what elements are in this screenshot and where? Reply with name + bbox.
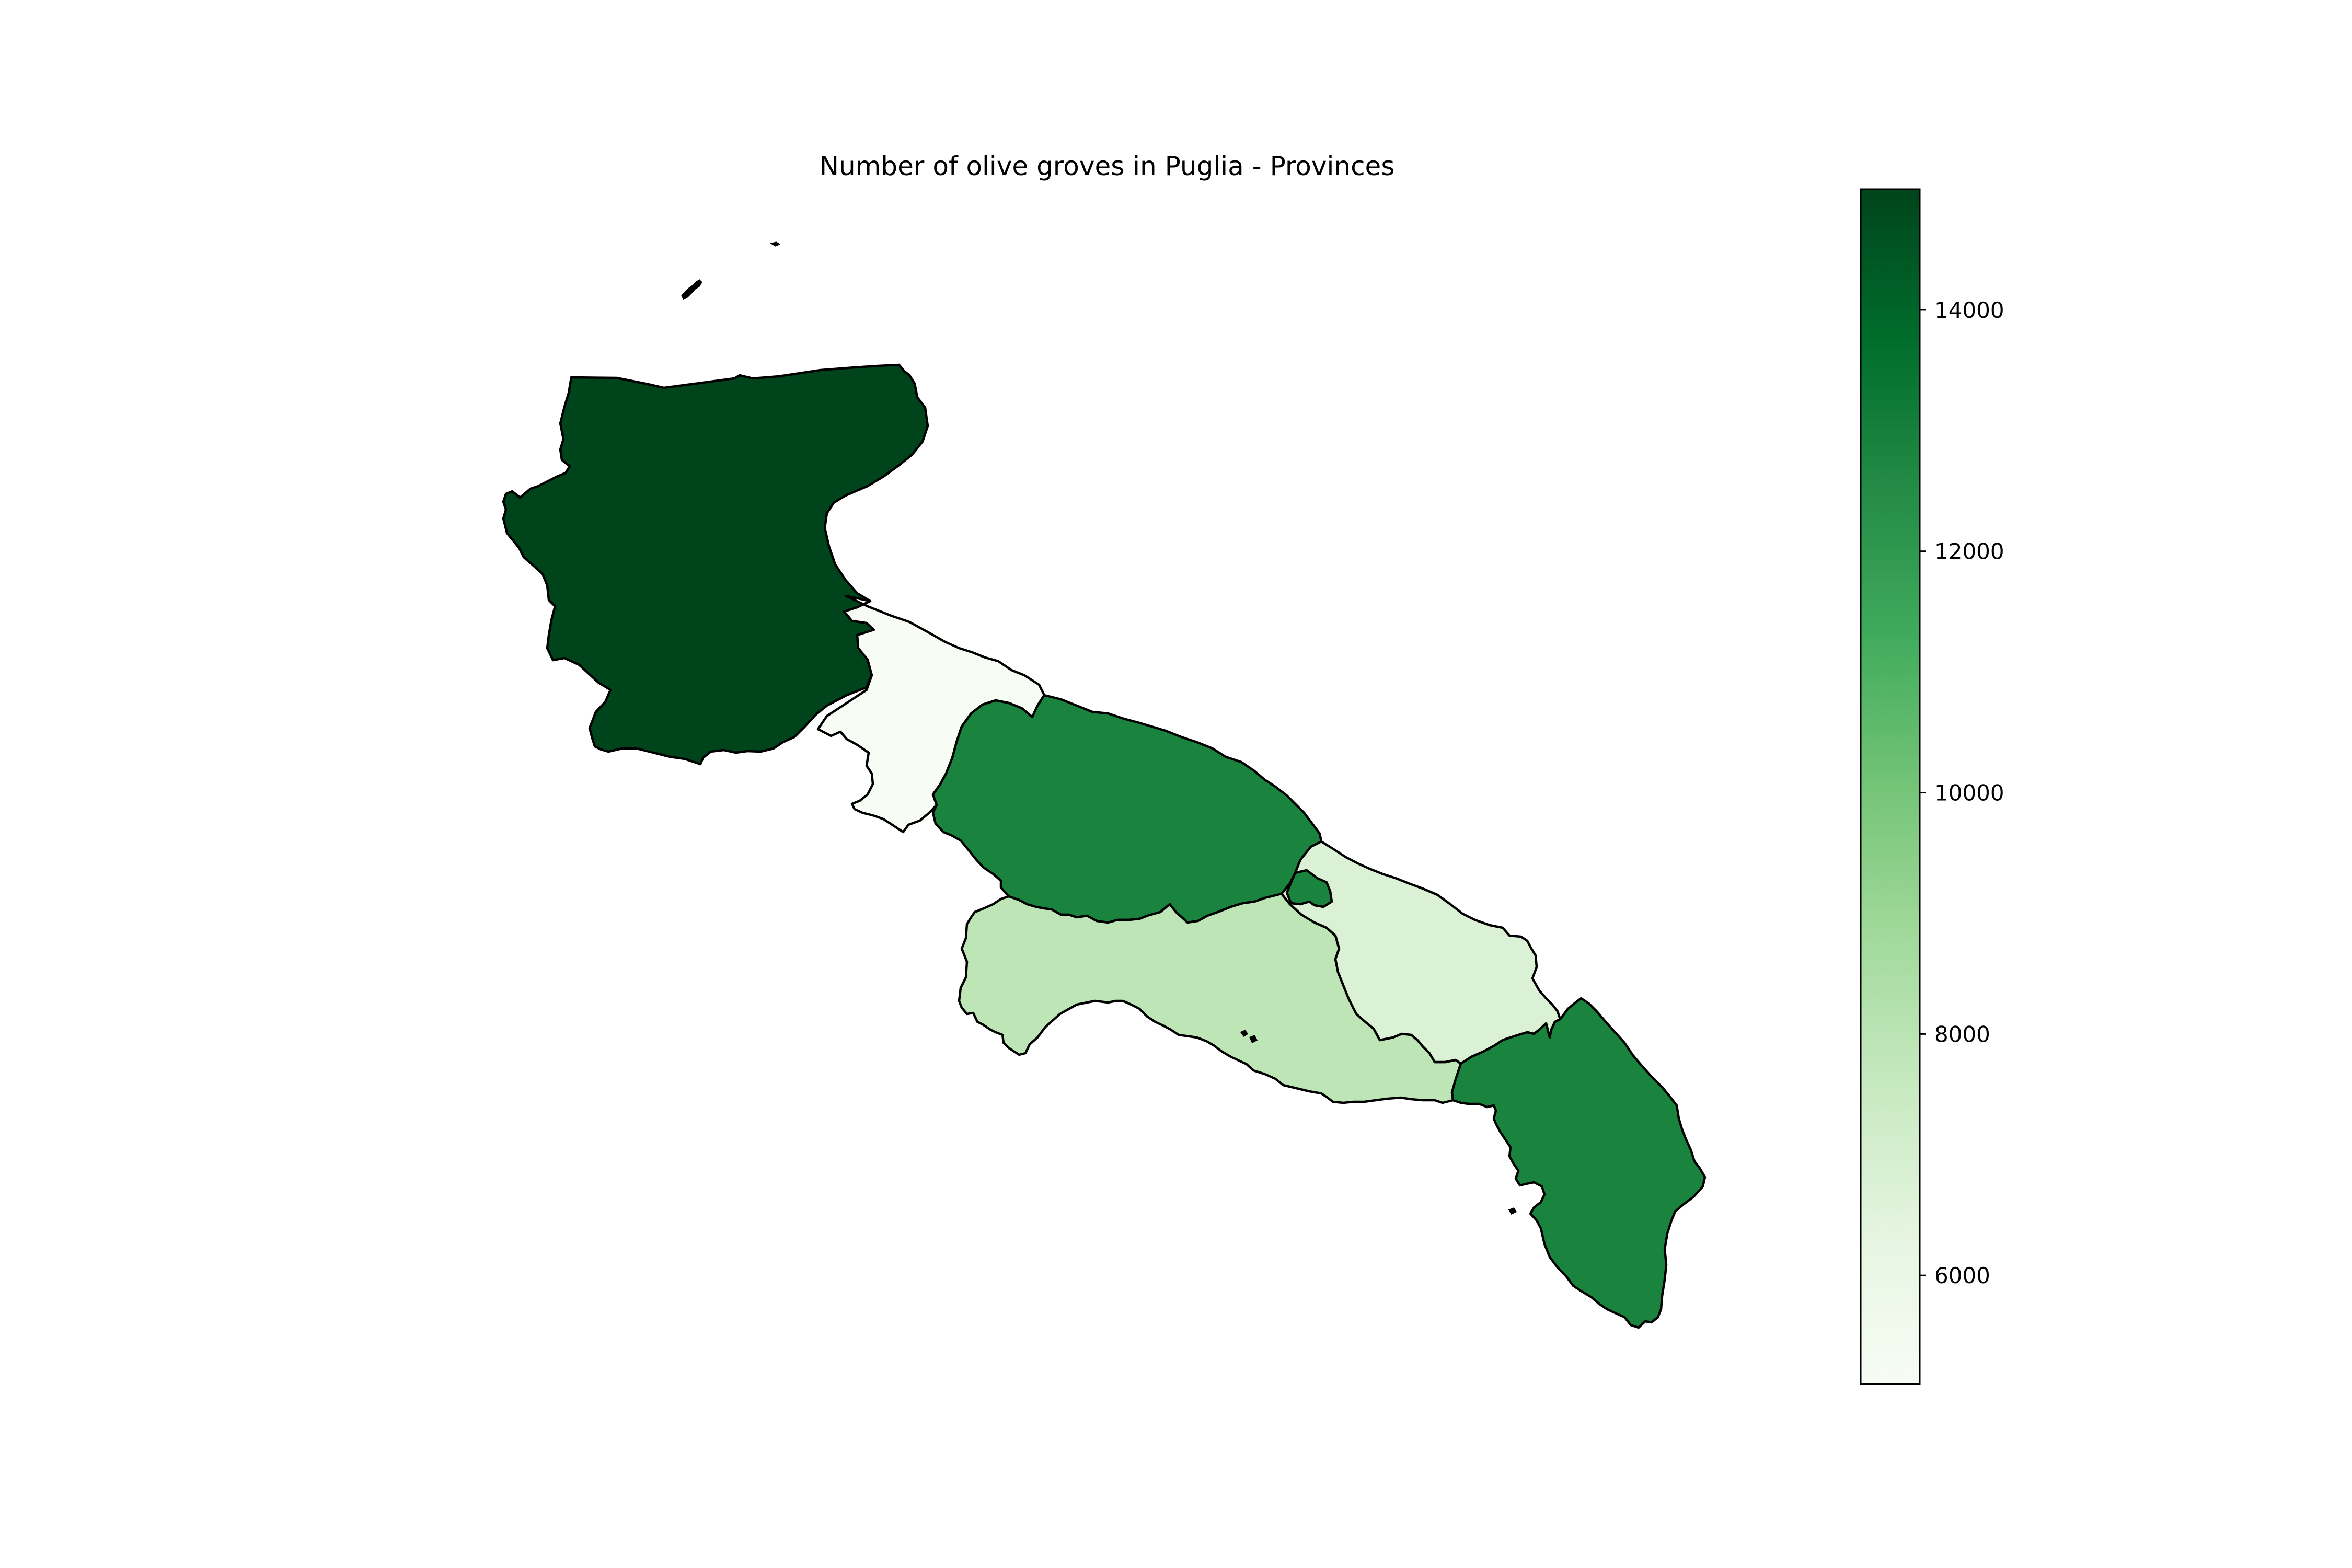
province-bat <box>816 594 1046 834</box>
coast-islet <box>1508 1207 1517 1215</box>
colorbar: 6000 8000 10000 12000 14000 <box>1860 188 2004 1385</box>
colorbar-gradient <box>1860 188 1921 1385</box>
cheradi-island-2 <box>1249 1035 1258 1044</box>
colorbar-ticks: 6000 8000 10000 12000 14000 <box>1920 297 2004 1288</box>
tremiti-island <box>681 279 702 301</box>
chart-title: Number of olive groves in Puglia - Provi… <box>820 151 1395 181</box>
colorbar-tick-label: 6000 <box>1934 1263 1990 1288</box>
province-bari <box>931 694 1323 924</box>
province-foggia <box>502 363 929 766</box>
colorbar-tick-label: 10000 <box>1934 780 2004 806</box>
puglia-map <box>502 241 1707 1329</box>
cheradi-island-1 <box>1240 1030 1249 1037</box>
colorbar-tick-label: 14000 <box>1934 297 2004 323</box>
colorbar-tick-label: 8000 <box>1934 1021 1990 1047</box>
province-lecce <box>1450 997 1707 1329</box>
province-enclave <box>1285 869 1333 908</box>
colorbar-tick-label: 12000 <box>1934 539 2004 564</box>
pianosa-island <box>770 241 781 247</box>
